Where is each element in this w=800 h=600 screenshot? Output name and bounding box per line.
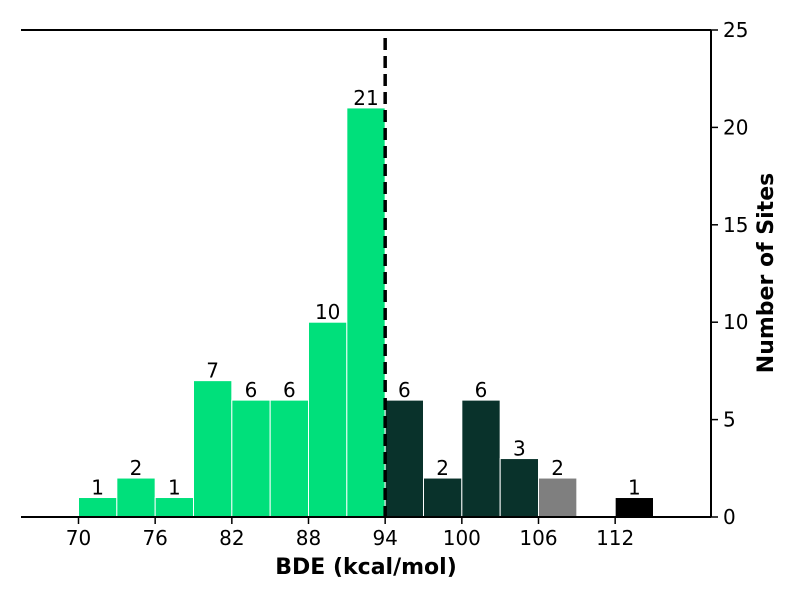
y-tick-label: 10 bbox=[723, 310, 748, 334]
x-tick-label: 100 bbox=[443, 526, 481, 550]
bar-data-label: 6 bbox=[398, 378, 411, 402]
bar-data-label: 21 bbox=[353, 86, 378, 110]
histogram-bar bbox=[231, 399, 271, 518]
histogram-bar bbox=[116, 477, 156, 518]
bar-data-label: 6 bbox=[245, 378, 258, 402]
bar-data-label: 2 bbox=[436, 456, 449, 480]
histogram-bar bbox=[461, 399, 501, 518]
y-tick-label: 15 bbox=[723, 213, 748, 237]
bar-data-label: 1 bbox=[168, 476, 181, 500]
bar-data-label: 10 bbox=[315, 300, 340, 324]
histogram-bar bbox=[499, 458, 539, 518]
bar-data-label: 1 bbox=[91, 476, 104, 500]
x-tick-label: 76 bbox=[142, 526, 167, 550]
bar-data-label: 6 bbox=[283, 378, 296, 402]
bar-data-label: 1 bbox=[628, 476, 641, 500]
histogram-bar bbox=[269, 399, 309, 518]
histogram-bar bbox=[78, 497, 118, 518]
y-axis-title: Number of Sites bbox=[754, 173, 779, 373]
bar-data-label: 7 bbox=[206, 359, 219, 383]
bar-data-label: 2 bbox=[130, 456, 143, 480]
y-tick-label: 5 bbox=[723, 408, 736, 432]
x-axis-title: BDE (kcal/mol) bbox=[275, 555, 457, 580]
y-tick-label: 20 bbox=[723, 115, 748, 139]
histogram-bar bbox=[538, 477, 578, 518]
x-tick-label: 106 bbox=[519, 526, 557, 550]
x-tick-label: 82 bbox=[219, 526, 244, 550]
y-tick-label: 25 bbox=[723, 18, 748, 42]
histogram-bar bbox=[346, 107, 386, 518]
histogram-bar bbox=[423, 477, 463, 518]
histogram-bar bbox=[384, 399, 424, 518]
histogram-bar bbox=[154, 497, 195, 518]
histogram-bar bbox=[308, 321, 348, 518]
bar-data-label: 2 bbox=[551, 456, 564, 480]
histogram-bar bbox=[614, 497, 655, 518]
y-tick-label: 0 bbox=[723, 505, 736, 529]
x-tick-label: 94 bbox=[372, 526, 397, 550]
x-tick-label: 112 bbox=[596, 526, 634, 550]
x-tick-label: 70 bbox=[66, 526, 91, 550]
bar-data-label: 6 bbox=[475, 378, 488, 402]
bar-data-label: 3 bbox=[513, 437, 526, 461]
x-tick-label: 88 bbox=[296, 526, 321, 550]
histogram-bar bbox=[193, 380, 233, 518]
bars-layer bbox=[78, 107, 655, 518]
